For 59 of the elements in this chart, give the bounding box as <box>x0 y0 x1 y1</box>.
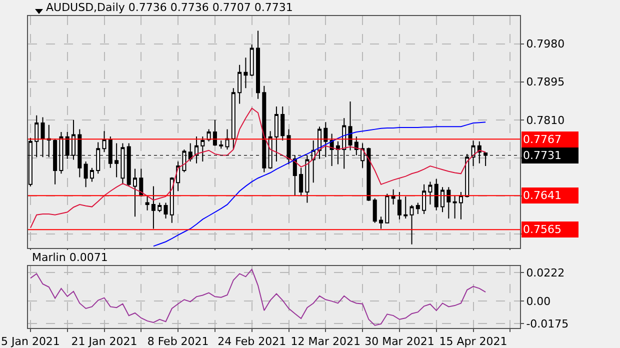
candlestick <box>170 176 174 224</box>
candlestick <box>225 128 230 150</box>
candlestick <box>404 196 408 219</box>
candlestick <box>212 119 217 146</box>
ref-line-label: 0.7767 <box>523 133 562 146</box>
candlestick <box>422 184 426 214</box>
x-tick-label: 24 Feb 2021 <box>218 335 286 348</box>
x-tick-label: 5 Jan 2021 <box>0 335 60 348</box>
candlestick <box>410 204 414 245</box>
candlestick <box>434 178 438 211</box>
candlestick <box>164 202 168 219</box>
candlestick <box>250 44 254 77</box>
candlestick <box>244 57 248 89</box>
ref-line-label: 0.7565 <box>523 223 562 236</box>
candlestick <box>391 188 396 206</box>
line-series <box>30 268 486 326</box>
candlestick <box>446 186 451 219</box>
chart-title: AUDUSD,Daily 0.7736 0.7736 0.7707 0.7731 <box>46 1 293 14</box>
y-tick-label: 0.7980 <box>526 38 565 51</box>
y-tick-label: 0.0222 <box>526 266 565 280</box>
candlestick <box>299 167 304 196</box>
candlestick <box>206 128 211 142</box>
y-tick-label: 0.7810 <box>526 114 565 127</box>
x-tick-label: 8 Feb 2021 <box>147 335 209 348</box>
y-tick-label: -0.0175 <box>526 317 569 330</box>
candlestick <box>90 167 94 182</box>
candlestick <box>256 30 260 100</box>
candlestick <box>372 198 377 224</box>
candlestick <box>397 192 402 220</box>
candlestick <box>416 202 420 214</box>
candlestick <box>102 130 106 153</box>
candlestick <box>84 161 88 188</box>
candlestick <box>379 216 384 230</box>
candlestick <box>348 101 352 151</box>
x-tick-label: 15 Apr 2021 <box>439 335 508 348</box>
candlestick <box>385 193 390 224</box>
ref-line-label: 0.7731 <box>523 149 562 162</box>
candlestick <box>219 140 224 150</box>
candlestick <box>280 106 285 142</box>
candlestick <box>151 186 156 230</box>
y-tick-label: 0.00 <box>526 295 551 308</box>
candlestick <box>158 202 162 213</box>
candlestick <box>133 168 138 218</box>
chart-title: Marlin 0.0071 <box>32 251 108 264</box>
candlestick <box>428 181 432 206</box>
candlestick <box>231 88 236 150</box>
line-series <box>30 108 486 228</box>
candlestick <box>458 192 463 220</box>
x-tick-label: 21 Jan 2021 <box>71 335 138 348</box>
y-tick-label: 0.7895 <box>526 76 565 89</box>
ref-line-label: 0.7641 <box>523 189 562 202</box>
candlestick <box>440 186 445 213</box>
candlestick <box>139 168 144 196</box>
x-tick-label: 12 Mar 2021 <box>290 335 361 348</box>
candlestick <box>238 64 242 104</box>
candlestick <box>452 195 457 219</box>
line-series <box>152 122 486 247</box>
x-tick-label: 30 Mar 2021 <box>364 335 434 348</box>
candlestick <box>145 196 150 211</box>
